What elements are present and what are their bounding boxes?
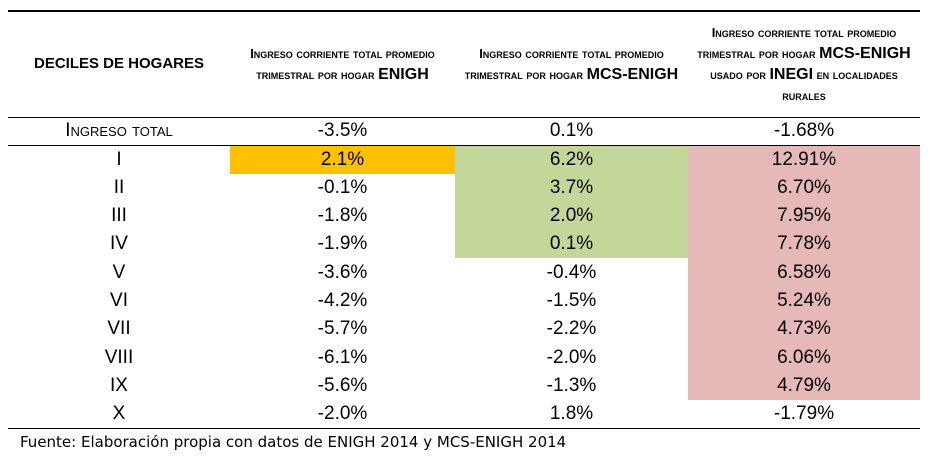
decile-label: II [113, 176, 125, 198]
header-mcs-enigh-rural: Ingreso corriente total promedio trimest… [697, 25, 911, 104]
decile-label: IV [110, 233, 128, 255]
decile-label: X [112, 402, 126, 424]
value-cell: 0.1% [455, 230, 688, 259]
value-cell: -3.6% [317, 261, 368, 283]
decile-label: VI [110, 289, 128, 311]
decile-label: Ingreso total [65, 120, 173, 142]
value-cell: -1.68% [773, 120, 835, 142]
header-mcs-enigh: Ingreso corriente total promedio trimest… [464, 46, 679, 84]
value-cell: -5.7% [317, 318, 368, 340]
value-cell: 6.2% [455, 145, 688, 174]
value-cell: -6.1% [317, 346, 368, 368]
value-cell: 2.0% [455, 201, 688, 231]
table-row: VI -4.2% -1.5% 5.24% [8, 286, 920, 316]
value-cell: -1.5% [546, 289, 597, 311]
value-cell: 7.95% [688, 201, 920, 231]
header-row: DECILES DE HOGARES Ingreso corriente tot… [8, 11, 920, 117]
value-cell: -2.0% [546, 346, 597, 368]
value-cell: -1.8% [317, 205, 368, 227]
table-row: V -3.6% -0.4% 6.58% [8, 258, 920, 287]
value-cell: 0.1% [549, 120, 594, 142]
decile-label: I [116, 148, 122, 170]
header-deciles: DECILES DE HOGARES [33, 55, 205, 73]
value-cell: -4.2% [317, 289, 368, 311]
value-cell: 6.06% [688, 343, 920, 372]
value-cell: -0.4% [546, 261, 597, 283]
decile-label: VII [107, 318, 131, 340]
value-cell: 7.78% [688, 230, 920, 259]
value-cell: 12.91% [688, 145, 920, 174]
value-cell: -5.6% [317, 374, 368, 396]
value-cell: -0.1% [317, 176, 368, 198]
table-row: I 2.1% 6.2% 12.91% [8, 145, 920, 174]
table-row: VII -5.7% -2.2% 4.73% [8, 315, 920, 344]
value-cell: 2.1% [230, 145, 455, 174]
source-note: Fuente: Elaboración propia con datos de … [20, 433, 567, 451]
value-cell: -2.0% [317, 402, 368, 424]
value-cell: 3.7% [455, 173, 688, 202]
table-row: Ingreso total -3.5% 0.1% -1.68% [8, 117, 920, 146]
value-cell: 4.79% [688, 371, 920, 400]
value-cell: 5.24% [688, 286, 920, 316]
value-cell: 6.58% [688, 258, 920, 287]
table-row: VIII -6.1% -2.0% 6.06% [8, 343, 920, 372]
value-cell: -3.5% [317, 120, 368, 142]
table-row: II -0.1% 3.7% 6.70% [8, 173, 920, 202]
decile-label: III [111, 205, 127, 227]
table-row: X -2.0% 1.8% -1.79% [8, 400, 920, 429]
value-cell: -1.79% [773, 402, 835, 424]
value-cell: 1.8% [549, 402, 594, 424]
header-enigh: Ingreso corriente total promedio trimest… [250, 46, 435, 84]
deciles-income-table: DECILES DE HOGARES Ingreso corriente tot… [8, 10, 920, 429]
value-cell: -1.9% [317, 233, 368, 255]
decile-label: V [112, 261, 126, 283]
value-cell: 6.70% [688, 173, 920, 202]
value-cell: -2.2% [546, 318, 597, 340]
decile-label: VIII [104, 346, 134, 368]
table-row: III -1.8% 2.0% 7.95% [8, 201, 920, 231]
value-cell: -1.3% [546, 374, 597, 396]
value-cell: 4.73% [688, 315, 920, 344]
table-row: IX -5.6% -1.3% 4.79% [8, 371, 920, 400]
decile-label: IX [110, 374, 128, 396]
table-row: IV -1.9% 0.1% 7.78% [8, 230, 920, 259]
